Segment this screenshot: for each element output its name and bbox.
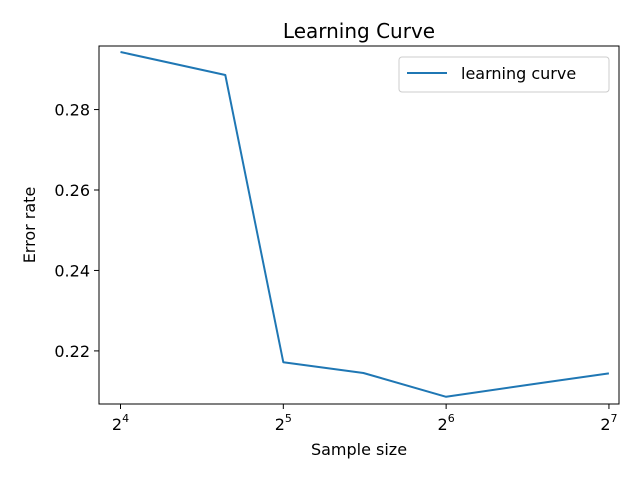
x-tick-base: 2 [275, 415, 285, 434]
x-tick-exponent: 6 [448, 412, 455, 425]
x-tick-exponent: 7 [611, 412, 618, 425]
y-axis-label: Error rate [20, 187, 39, 264]
y-tick-label: 0.22 [54, 342, 90, 361]
plot-area [98, 45, 620, 405]
series-layer [120, 51, 610, 398]
x-tick-exponent: 5 [285, 412, 292, 425]
x-tick-label: 27 [600, 412, 617, 434]
x-tick-label: 25 [275, 412, 292, 434]
x-axis: 24 25 26 27 [112, 404, 618, 434]
legend-box [398, 56, 610, 93]
x-tick-base: 2 [438, 415, 448, 434]
x-tick-label: 26 [438, 412, 455, 434]
y-tick-label: 0.28 [54, 101, 90, 120]
y-axis: 0.22 0.24 0.26 0.28 [54, 101, 99, 361]
x-tick-label: 24 [112, 412, 129, 434]
x-tick-exponent: 4 [122, 412, 129, 425]
legend: learning curve [398, 56, 610, 93]
series-line [120, 51, 610, 398]
x-axis-label: Sample size [311, 440, 407, 459]
x-tick-base: 2 [600, 415, 610, 434]
x-tick-base: 2 [112, 415, 122, 434]
chart-title: Learning Curve [283, 19, 435, 43]
legend-label: learning curve [461, 64, 576, 83]
y-tick-label: 0.24 [54, 261, 90, 280]
y-tick-label: 0.26 [54, 181, 90, 200]
